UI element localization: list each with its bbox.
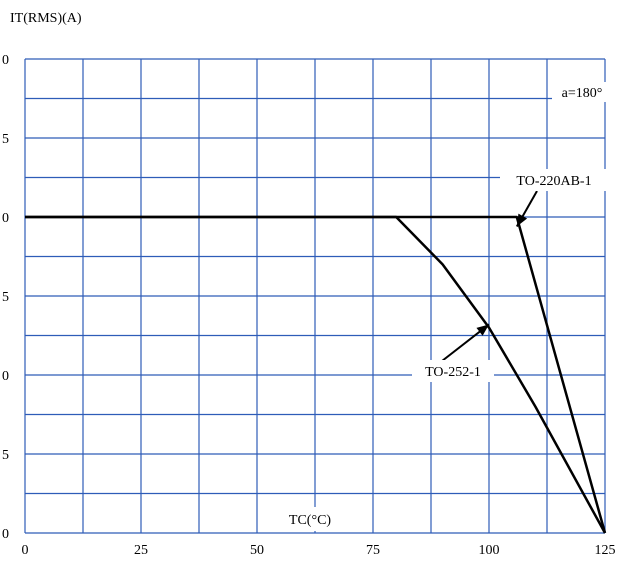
legend-label-bg-to252 [412,360,494,382]
x-tick-label: 75 [366,543,380,558]
x-axis-label: TC(°C) [289,513,331,528]
callouts [441,190,538,362]
series-line-to-220ab-1 [25,215,607,534]
y-axis-label: IT(RMS)(A) [10,11,82,26]
legend-label-to220: TO-220AB-1 [516,174,591,189]
annotation-text: a=180° [562,86,603,101]
annotation-bg [552,82,612,102]
series-lines [25,215,607,534]
legend-label-bg-to220 [500,169,608,191]
grid [24,58,606,534]
x-tick-label: 100 [479,543,500,558]
x-tick-label: 0 [22,543,29,558]
callout-arrowhead [476,324,489,336]
y-tick-label: 5 [2,448,9,463]
y-tick-label: 0 [2,211,9,226]
callout-arrowhead [516,213,528,227]
y-tick-label: 0 [2,527,9,542]
x-tick-label: 125 [595,543,616,558]
x-tick-label: 50 [250,543,264,558]
x-axis-label-bg [270,507,350,531]
y-tick-label: 0 [2,369,9,384]
y-tick-label: 5 [2,290,9,305]
legend-label-to252: TO-252-1 [425,365,481,380]
x-tick-label: 25 [134,543,148,558]
y-tick-label: 5 [2,132,9,147]
y-tick-label: 0 [2,53,9,68]
